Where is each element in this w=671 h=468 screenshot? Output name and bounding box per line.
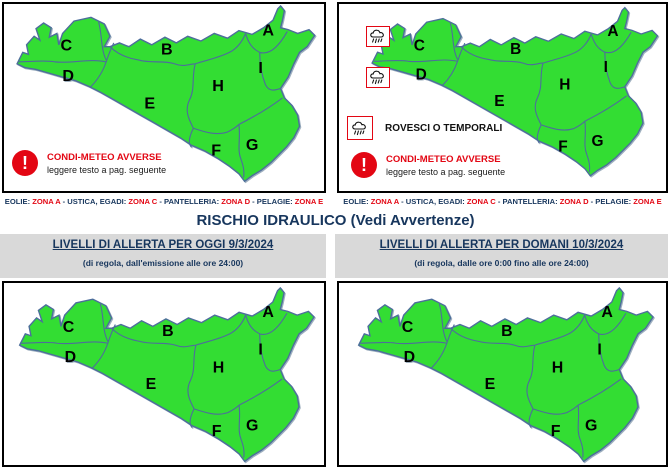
zone-borders <box>21 303 288 458</box>
zone-label-d: D <box>65 349 77 366</box>
caption-segment: EOLIE: <box>4 197 33 206</box>
islands-zones-caption: EOLIE: ZONA A - USTICA, EGADI: ZONA C - … <box>337 197 668 206</box>
zone-label-c: C <box>63 319 75 336</box>
zone-borders <box>18 21 288 178</box>
alert-header-tomorrow-title: LIVELLI DI ALLERTA PER DOMANI 10/3/2024 <box>379 239 624 251</box>
caption-segment: - USTICA, EGADI: <box>60 197 129 206</box>
page-title: RISCHIO IDRAULICO (Vedi Avvertenze) <box>196 212 475 229</box>
islands-zones-caption: EOLIE: ZONA A - USTICA, EGADI: ZONA C - … <box>2 197 326 206</box>
caption-segment: - PANTELLERIA: <box>495 197 560 206</box>
caption-segment: ZONA A <box>370 197 399 206</box>
zone-label-a: A <box>601 304 613 321</box>
sicily-island-svg: A B CD E F G H I <box>357 287 654 463</box>
zone-label-i: I <box>597 342 601 359</box>
island-outline <box>371 6 659 177</box>
warning-legend-title: CONDI-METEO AVVERSE <box>386 153 501 165</box>
warning-icon: ! <box>12 150 38 176</box>
caption-segment: - PELAGIE: <box>588 197 634 206</box>
zone-label-a: A <box>607 23 618 40</box>
caption-segment: EOLIE: <box>343 197 371 206</box>
storm-legend-label: ROVESCI O TEMPORALI <box>385 122 503 134</box>
zone-borders <box>360 303 627 458</box>
zone-label-b: B <box>510 41 521 58</box>
alert-header-today-title: LIVELLI DI ALLERTA PER OGGI 9/3/2024 <box>52 239 274 251</box>
zone-label-i: I <box>258 59 262 77</box>
caption-segment: - PANTELLERIA: <box>157 197 222 206</box>
sicily-island-svg: A B CD E F G H I <box>371 6 659 177</box>
island-outline <box>357 287 654 463</box>
caption-segment: - USTICA, EGADI: <box>399 197 467 206</box>
zone-label-h: H <box>559 76 570 93</box>
alert-header-tomorrow-subtitle: (di regola, dalle ore 0:00 fino alle ore… <box>414 258 589 268</box>
zone-label-d: D <box>62 67 74 85</box>
alert-header-today-subtitle: (di regola, dall'emissione alle ore 24:0… <box>82 258 244 268</box>
island-outline <box>16 5 316 183</box>
zone-label-h: H <box>212 77 224 95</box>
caption-segment: ZONA C <box>128 197 158 206</box>
zone-label-h: H <box>213 359 225 376</box>
zone-label-f: F <box>551 423 561 440</box>
zone-label-a: A <box>262 21 274 39</box>
zone-label-g: G <box>246 417 258 434</box>
caption-segment: ZONA A <box>32 197 61 206</box>
zone-borders <box>373 22 632 173</box>
zone-label-g: G <box>246 136 259 154</box>
zone-label-b: B <box>501 323 513 340</box>
zone-label-b: B <box>161 40 173 58</box>
warning-legend-subtitle: leggere testo a pag. seguente <box>386 166 506 177</box>
zone-label-e: E <box>485 376 496 393</box>
adverse-weather-legend: ! CONDI-METEO AVVERSE leggere testo a pa… <box>351 152 505 178</box>
zone-label-e: E <box>146 376 157 393</box>
storm-legend-icon <box>347 116 373 140</box>
zone-label-g: G <box>585 417 597 434</box>
zone-label-f: F <box>212 423 222 440</box>
zone-label-d: D <box>404 349 416 366</box>
zone-label-f: F <box>211 142 221 160</box>
zone-label-e: E <box>144 94 155 112</box>
storm-cloud-icon <box>369 28 388 45</box>
caption-segment: - PELAGIE: <box>250 197 295 206</box>
caption-segment: ZONA E <box>633 197 662 206</box>
caption-segment: ZONA E <box>294 197 324 206</box>
adverse-weather-legend: ! CONDI-METEO AVVERSE leggere testo a pa… <box>12 150 166 176</box>
storm-icon <box>366 26 390 47</box>
zone-label-c: C <box>414 37 425 54</box>
sicily-island-svg: A B CD E F G H I <box>16 5 316 183</box>
zone-label-i: I <box>258 342 262 359</box>
zone-label-f: F <box>558 138 567 155</box>
caption-segment: ZONA C <box>466 197 496 206</box>
storm-icon <box>366 67 390 88</box>
caption-segment: ZONA D <box>221 197 251 206</box>
zone-label-c: C <box>61 37 73 55</box>
alert-header-tomorrow: LIVELLI DI ALLERTA PER DOMANI 10/3/2024 … <box>335 234 668 278</box>
zone-label-i: I <box>604 59 608 76</box>
island-outline <box>18 287 315 463</box>
storm-cloud-icon <box>351 120 370 137</box>
zone-label-d: D <box>416 66 427 83</box>
warning-legend-title: CONDI-METEO AVVERSE <box>47 151 162 163</box>
zone-label-h: H <box>552 359 564 376</box>
zone-label-b: B <box>162 323 174 340</box>
zone-label-a: A <box>262 304 274 321</box>
zone-label-e: E <box>494 93 504 110</box>
caption-segment: ZONA D <box>559 197 589 206</box>
storm-legend: ROVESCI O TEMPORALI <box>347 116 502 140</box>
zone-label-c: C <box>402 319 414 336</box>
zone-label-g: G <box>592 133 604 150</box>
warning-legend-subtitle: leggere testo a pag. seguente <box>47 164 167 175</box>
warning-icon: ! <box>351 152 377 178</box>
storm-cloud-icon <box>369 69 388 86</box>
sicily-island-svg: A B CD E F G H I <box>18 287 315 463</box>
alert-header-today: LIVELLI DI ALLERTA PER OGGI 9/3/2024 (di… <box>0 234 326 278</box>
